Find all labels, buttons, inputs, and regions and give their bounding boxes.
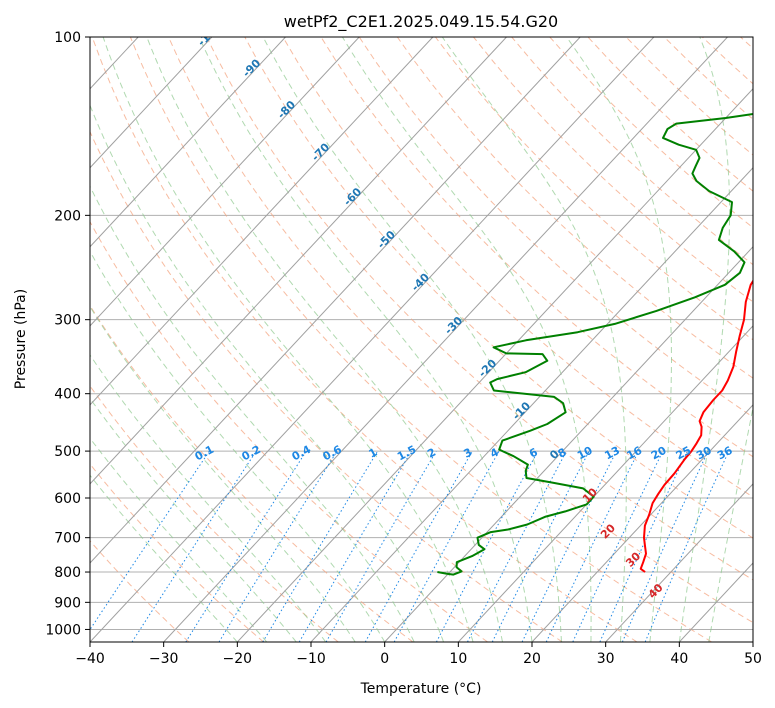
mixing-ratio-line <box>621 450 709 642</box>
x-axis-title: Temperature (°C) <box>360 681 482 697</box>
isotherm-line <box>457 325 753 642</box>
dry-adiabat-line <box>90 130 563 642</box>
isotherm-line <box>531 404 753 642</box>
mixing-ratio-label: 20 <box>649 444 669 463</box>
dry-adiabat-line <box>91 37 638 642</box>
y-tick-label: 1000 <box>45 622 81 638</box>
mixing-ratio-line <box>185 450 307 642</box>
sounding-series <box>437 112 753 576</box>
x-axis: −40 −30 −20 −10 0 10 20 30 40 50 <box>75 642 762 667</box>
moist-adiabat-line <box>678 37 731 642</box>
dry-adiabat-line <box>90 540 190 642</box>
mixing-ratio-line <box>262 450 379 642</box>
isotherm-line <box>605 483 753 642</box>
x-tick-label: −10 <box>296 651 326 667</box>
mixing-ratio-label: 10 <box>575 444 595 463</box>
isotherm-line <box>90 37 213 169</box>
moist-adiabat-line <box>90 305 356 642</box>
isotherm-line <box>90 37 507 485</box>
moist-adiabat-line <box>198 37 533 642</box>
moist-adiabat-line <box>341 37 592 642</box>
x-tick-label: 10 <box>449 651 467 667</box>
dry-adiabat-line <box>129 37 712 642</box>
isotherm-line <box>163 37 728 642</box>
isotherm-line <box>90 37 434 406</box>
moist-adiabat-line <box>102 37 474 642</box>
x-tick-label: 30 <box>597 651 615 667</box>
dry-adiabat-line <box>473 37 753 303</box>
mixing-ratio-line <box>644 450 730 642</box>
mixing-ratio-label: 13 <box>602 444 622 463</box>
isotherm-line <box>236 87 753 642</box>
isotherm-line <box>90 37 286 248</box>
mixing-ratio-label: 36 <box>715 444 735 463</box>
moist-adiabat-line <box>566 37 672 642</box>
isotherm-line <box>90 37 655 642</box>
isotherm-line <box>90 37 581 564</box>
moist-adiabat-line <box>90 104 445 642</box>
moist-adiabat-line <box>262 37 562 642</box>
moist-adiabat-line <box>90 185 415 642</box>
x-tick-label: −30 <box>149 651 179 667</box>
x-tick-label: 20 <box>523 651 541 667</box>
plot-frame <box>89 36 754 643</box>
isotherms <box>90 37 753 642</box>
plot-area: 0.10.20.40.611.52346810131620253036-100-… <box>90 20 753 642</box>
mixing-ratio-line <box>491 450 590 642</box>
y-tick-label: 600 <box>54 491 81 507</box>
moist-adiabat-line <box>90 354 327 642</box>
temperature-trace <box>639 279 753 573</box>
dry-adiabat-line <box>206 37 753 581</box>
mixing-ratio-label: 30 <box>694 444 714 463</box>
dry-adiabat-line <box>435 37 753 341</box>
x-tick-label: 0 <box>380 651 389 667</box>
y-tick-label: 700 <box>54 531 81 547</box>
mixing-ratio-line <box>521 450 617 642</box>
mixing-ratio-line <box>131 450 257 642</box>
moist-adiabat-line <box>146 37 503 642</box>
x-tick-label: −20 <box>223 651 253 667</box>
x-tick-label: −40 <box>75 651 105 667</box>
x-tick-label: 40 <box>670 651 688 667</box>
dry-adiabat-line <box>282 37 753 498</box>
y-axis: 100 200 300 400 500 600 700 800 900 1000 <box>45 30 90 638</box>
y-axis-title: Pressure (hPa) <box>13 289 29 389</box>
y-tick-label: 200 <box>54 208 81 224</box>
mixing-ratio-line <box>364 450 473 642</box>
dry-adiabat-line <box>90 220 488 642</box>
chart-title: wetPf2_C2E1.2025.049.15.54.G20 <box>284 12 558 32</box>
mixing-ratio-line <box>393 450 500 642</box>
isotherm-line <box>90 37 360 327</box>
mixing-ratio-line <box>218 450 338 642</box>
isotherm-line <box>310 167 753 642</box>
mixing-ratio-line <box>90 450 210 631</box>
moist-adiabat-line <box>90 250 386 642</box>
isotherm-label: -100 <box>195 20 224 49</box>
dry-adiabat-line <box>90 463 264 642</box>
mixing-ratio-label: 25 <box>674 444 694 463</box>
dry-adiabat-line <box>168 37 753 624</box>
moist-adiabat-line <box>441 37 627 642</box>
y-tick-label: 100 <box>54 30 81 46</box>
mixing-ratio-label: 16 <box>625 444 645 463</box>
dewpoint-trace <box>437 112 753 576</box>
y-tick-label: 800 <box>54 565 81 581</box>
moist-adiabat-line <box>90 397 297 642</box>
mixing-ratio-line <box>435 450 539 642</box>
moist-adiabats <box>90 37 753 642</box>
moist-adiabat-line <box>708 405 753 642</box>
dry-adiabat-line <box>244 37 753 539</box>
y-tick-label: 900 <box>54 595 81 611</box>
y-tick-label: 300 <box>54 313 81 329</box>
x-tick-label: 50 <box>744 651 762 667</box>
y-tick-label: 400 <box>54 387 81 403</box>
dry-adiabat-line <box>396 37 753 379</box>
y-tick-label: 500 <box>54 444 81 460</box>
mixing-ratio-lines <box>90 450 730 642</box>
